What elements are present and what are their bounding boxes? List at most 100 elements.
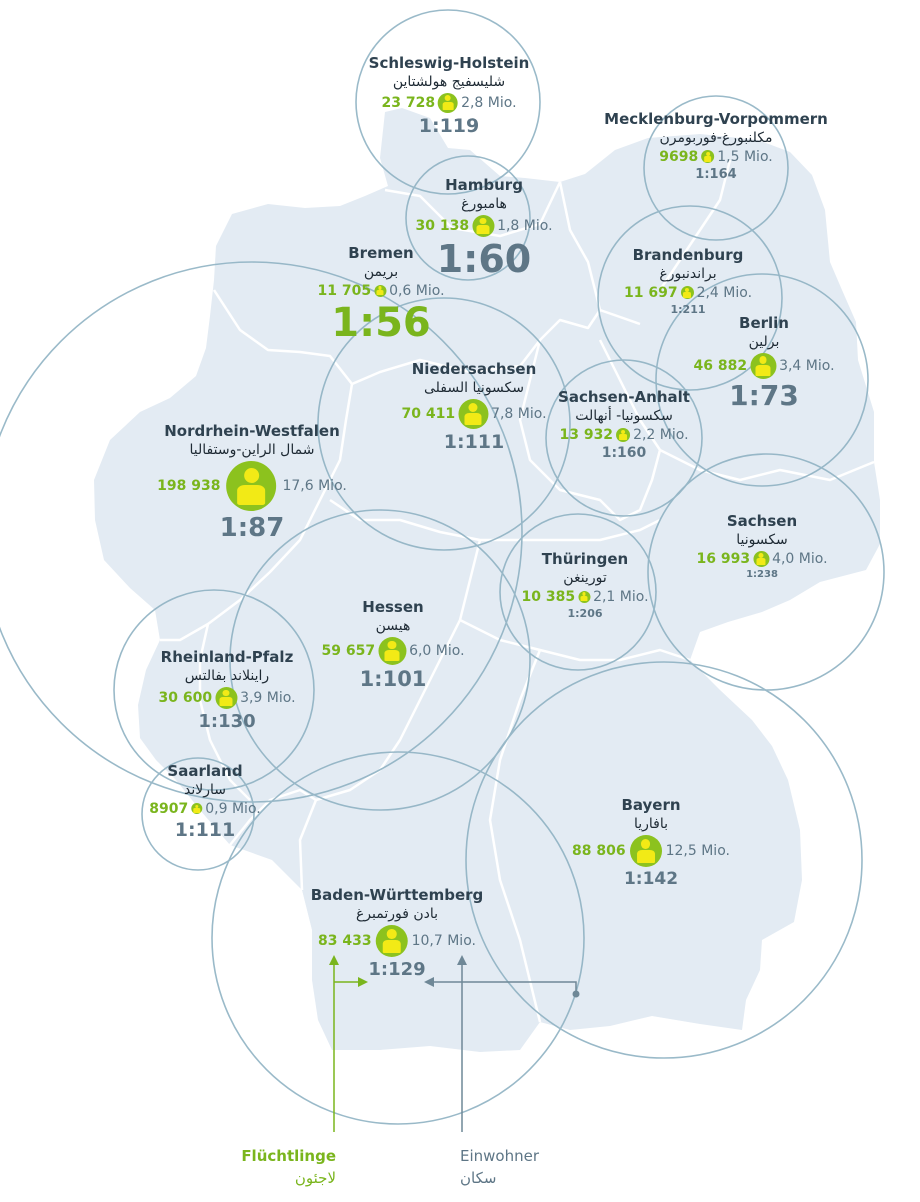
- legend-population-label: Einwohner: [460, 1147, 540, 1165]
- circle-schleswig-holstein: [355, 9, 541, 195]
- state-name-arabic: راينلاند بفالتس: [184, 667, 270, 684]
- state-hamburg: Hamburg هامبورغ 30 138 1,8 Mio. 1:60: [415, 176, 552, 280]
- ratio: 1:56: [331, 299, 431, 346]
- state-name-arabic: هيسن: [375, 617, 411, 634]
- state-saarland: Saarland سارلاند 8907 0,9 Mio. 1:111: [149, 762, 260, 841]
- refugee-count: 9698: [659, 148, 699, 165]
- state-schleswig-holstein: Schleswig-Holstein شليسفيج هولشتاين 23 7…: [369, 54, 530, 137]
- person-icon: [226, 460, 277, 511]
- person-icon: [438, 92, 459, 113]
- legend-refugees: Flüchtlinge لاجئون: [238, 1146, 336, 1190]
- circle-sachsen-anhalt: [545, 359, 703, 517]
- state-figures: 11 697 2,4 Mio.: [624, 285, 752, 301]
- state-nordrhein-westfalen: Nordrhein-Westfalen شمال الراين-وستفاليا…: [157, 422, 347, 543]
- state-name-arabic: براندنبورغ: [659, 265, 717, 282]
- state-name-arabic: بادن فورتمبرغ: [355, 905, 439, 922]
- state-figures: 88 806 12,5 Mio.: [572, 834, 730, 867]
- state-name-arabic: شمال الراين-وستفاليا: [189, 441, 315, 458]
- state-mecklenburg-vorpommern: Mecklenburg-Vorpommern مكلنبورغ-فوربومرن…: [604, 110, 828, 182]
- ratio: 1:60: [436, 236, 532, 281]
- legend-refugees-label: Flüchtlinge: [241, 1147, 336, 1165]
- state-name: Brandenburg: [632, 246, 744, 264]
- person-icon: [378, 636, 407, 665]
- state-name-arabic: بريمن: [363, 263, 399, 280]
- person-icon: [191, 803, 203, 815]
- state-figures: 23 728 2,8 Mio.: [369, 92, 530, 113]
- population: 3,9 Mio.: [240, 689, 296, 706]
- circle-niedersachsen: [317, 297, 571, 551]
- circle-thueringen: [499, 513, 657, 671]
- legend-pointers: [329, 955, 580, 1132]
- person-icon: [753, 550, 770, 567]
- state-figures: 30 600 3,9 Mio.: [158, 686, 296, 709]
- population-arrow-up: [457, 955, 467, 965]
- state-figures: 13 932 2,2 Mio.: [558, 427, 690, 443]
- state-name-arabic: هامبورغ: [461, 195, 507, 212]
- state-name: Nordrhein-Westfalen: [164, 422, 340, 440]
- refugee-count: 8907: [149, 800, 189, 817]
- ratio-circles: [0, 9, 885, 1125]
- ratio: 1:87: [219, 512, 285, 543]
- state-thueringen: Thüringen تورينغن 10 385 2,1 Mio. 1:206: [521, 550, 648, 620]
- refugee-count: 13 932: [559, 426, 614, 443]
- state-bremen: Bremen بريمن 11 705 0,6 Mio. 1:56: [317, 244, 444, 345]
- ratio-pointer-dot: [572, 990, 580, 998]
- state-figures: 83 433 10,7 Mio.: [311, 924, 484, 957]
- state-name-arabic: برلين: [748, 333, 780, 350]
- ratio: 1:142: [623, 868, 679, 889]
- ratio: 1:130: [198, 710, 256, 732]
- state-figures: 10 385 2,1 Mio.: [521, 589, 648, 605]
- refugee-count: 88 806: [572, 842, 626, 859]
- population: 1,5 Mio.: [717, 148, 773, 165]
- population: 2,1 Mio.: [593, 588, 649, 605]
- state-figures: 198 938 17,6 Mio.: [157, 460, 347, 511]
- ratio: 1:206: [567, 606, 603, 620]
- state-sachsen: Sachsen سكسونيا 16 993 4,0 Mio. 1:238: [696, 512, 827, 580]
- refugee-count: 83 433: [318, 932, 372, 949]
- state-name-arabic: سارلاند: [183, 781, 226, 798]
- state-name: Mecklenburg-Vorpommern: [604, 110, 828, 128]
- person-icon: [458, 398, 489, 429]
- state-name-arabic: سكسونيا: [736, 531, 788, 548]
- person-icon: [616, 427, 631, 442]
- circle-mecklenburg-vorpommern: [643, 95, 789, 241]
- population: 2,8 Mio.: [461, 94, 517, 111]
- population: 7,8 Mio.: [491, 405, 547, 422]
- population: 0,6 Mio.: [389, 282, 445, 299]
- circle-saarland: [141, 757, 255, 871]
- ratio-arrow-left: [424, 977, 434, 987]
- circle-berlin: [655, 273, 869, 487]
- state-name: Baden-Württemberg: [310, 886, 484, 904]
- legend-population: Einwohner سكان: [460, 1146, 539, 1190]
- state-figures: 8907 0,9 Mio.: [149, 801, 260, 817]
- circle-hamburg: [405, 155, 531, 281]
- refugee-count: 11 705: [317, 282, 372, 299]
- ratio-pointer-line: [432, 981, 577, 994]
- state-figures: 70 411 7,8 Mio.: [401, 398, 547, 429]
- refugees-arrow-right: [358, 977, 368, 987]
- state-name: Sachsen-Anhalt: [558, 388, 690, 406]
- ratio: 1:119: [418, 114, 480, 137]
- state-name: Bayern: [621, 796, 681, 814]
- state-name: Hamburg: [445, 176, 523, 194]
- state-baden-wuerttemberg: Baden-Württemberg بادن فورتمبرغ 83 433 1…: [311, 886, 484, 980]
- state-sachsen-anhalt: Sachsen-Anhalt سكسونيا- أنهالت 13 932 2,…: [558, 388, 690, 461]
- circle-brandenburg: [597, 205, 783, 391]
- refugee-count: 23 728: [381, 94, 436, 111]
- ratio: 1:111: [174, 818, 236, 841]
- refugee-count: 30 138: [415, 217, 470, 234]
- ratio: 1:160: [601, 444, 647, 461]
- person-icon: [680, 286, 694, 300]
- ratio: 1:164: [695, 166, 737, 182]
- state-name: Schleswig-Holstein: [368, 54, 530, 72]
- refugee-count: 46 882: [693, 357, 748, 374]
- state-borders: [160, 159, 875, 1023]
- person-icon: [375, 924, 408, 957]
- state-name: Hessen: [362, 598, 424, 616]
- refugee-count: 11 697: [623, 284, 678, 301]
- person-icon: [701, 150, 715, 164]
- state-name-arabic: مكلنبورغ-فوربومرن: [659, 129, 773, 146]
- population: 1,8 Mio.: [497, 217, 553, 234]
- germany-outline: [94, 108, 880, 1052]
